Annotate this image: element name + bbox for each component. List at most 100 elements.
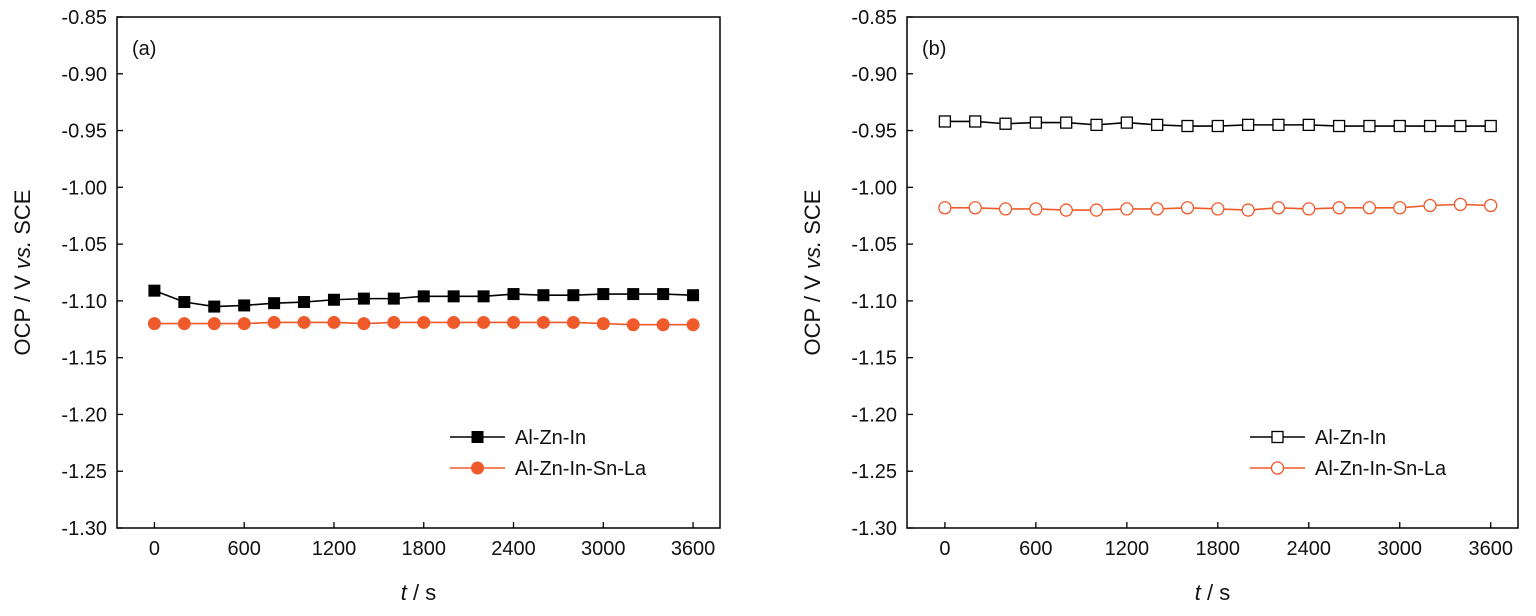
panel-label: (a) (132, 38, 156, 60)
legend-label: Al-Zn-In (1315, 427, 1386, 449)
data-point (596, 317, 610, 331)
data-point (148, 284, 161, 297)
data-point (1363, 119, 1376, 133)
data-point (147, 317, 161, 331)
y-tick-label: -1.00 (61, 177, 107, 199)
data-point (597, 288, 610, 301)
y-tick-label: -1.05 (851, 234, 897, 256)
data-point (969, 115, 982, 128)
y-tick-label: -1.15 (61, 348, 107, 370)
x-tick-label: 0 (939, 538, 950, 560)
y-tick-label: -1.25 (61, 461, 107, 483)
series-al-zn-in-sn-la (147, 315, 700, 332)
data-point (687, 289, 700, 302)
legend-entry: Al-Zn-In (1250, 427, 1386, 449)
legend-marker (1271, 430, 1284, 444)
data-point (1453, 197, 1468, 212)
data-point (1181, 119, 1194, 133)
x-tick-label: 2400 (1287, 538, 1332, 560)
x-tick-label: 0 (149, 538, 160, 560)
data-point (208, 300, 221, 313)
data-point (417, 290, 430, 303)
x-tick-label: 1800 (401, 538, 446, 560)
y-tick-label: -1.00 (851, 177, 897, 199)
data-point (1271, 201, 1286, 215)
data-point (268, 297, 281, 310)
y-tick-label: -1.15 (851, 348, 897, 370)
data-point (1332, 201, 1346, 215)
data-point (1060, 116, 1073, 129)
data-point (1484, 198, 1498, 213)
data-point (656, 318, 670, 332)
y-tick-label: -0.90 (851, 64, 897, 86)
data-point (686, 318, 700, 332)
y-axis-label: OCP / V vs. SCE (800, 190, 825, 356)
data-point (327, 315, 341, 329)
legend-marker (471, 461, 484, 475)
data-point (1332, 119, 1346, 133)
data-point (1180, 201, 1195, 215)
chart-panel-b: -0.85 -0.90 -0.95 -1.00 -1.05 -1.10 -1.15 -1.20… (800, 7, 1519, 605)
data-point (566, 315, 580, 329)
data-point (1029, 116, 1043, 129)
data-point (1120, 116, 1133, 129)
data-point (298, 296, 311, 309)
data-point (938, 115, 952, 128)
y-tick-label: -1.05 (61, 234, 107, 256)
data-point (1029, 202, 1043, 216)
y-tick-label: -1.30 (851, 518, 897, 540)
legend-label: Al-Zn-In (515, 427, 586, 449)
data-point (297, 315, 311, 329)
panel-label: (b) (922, 38, 946, 60)
data-point (1211, 119, 1224, 133)
x-axis-label: t / s (1195, 580, 1230, 605)
data-point (1150, 202, 1164, 216)
data-point (1151, 118, 1164, 132)
data-point (507, 315, 521, 329)
x-tick-label: 3600 (1468, 538, 1513, 560)
legend-marker (1270, 461, 1285, 475)
data-point (627, 288, 640, 301)
data-point (1423, 119, 1437, 133)
data-point (536, 315, 550, 329)
data-point (1302, 202, 1316, 216)
x-tick-label: 600 (227, 538, 260, 560)
y-tick-label: -0.95 (851, 121, 897, 143)
legend-entry: Al-Zn-In-Sn-La (1250, 458, 1447, 480)
data-point (567, 289, 580, 302)
data-point (267, 315, 281, 329)
x-tick-label: 3000 (1377, 538, 1422, 560)
data-point (938, 201, 952, 215)
series-al-zn-in-sn-la (938, 197, 1498, 217)
y-tick-label: -0.95 (61, 121, 107, 143)
data-point (1484, 119, 1497, 133)
data-point (968, 201, 982, 215)
plot-frame (906, 16, 1519, 529)
data-point (1362, 201, 1377, 215)
x-tick-label: 3600 (671, 538, 716, 560)
plot-frame (116, 16, 721, 529)
legend-label: Al-Zn-In-Sn-La (515, 458, 647, 480)
y-tick-label: -1.30 (61, 518, 107, 540)
data-point (999, 117, 1012, 130)
x-tick-label: 1200 (312, 538, 357, 560)
data-point (1393, 119, 1406, 133)
series-al-zn-in (148, 284, 700, 313)
data-point (1393, 201, 1407, 215)
data-point (477, 315, 491, 329)
legend-marker (471, 431, 484, 443)
data-point (1120, 202, 1134, 216)
data-point (477, 290, 490, 303)
data-point (998, 202, 1013, 216)
data-point (507, 288, 520, 301)
data-point (1211, 202, 1225, 216)
data-point (327, 293, 340, 306)
y-tick-label: -1.10 (61, 291, 107, 313)
data-point (1241, 118, 1255, 132)
data-point (1272, 118, 1285, 132)
data-point (207, 317, 221, 331)
data-point (417, 315, 431, 329)
x-tick-label: 3000 (581, 538, 626, 560)
